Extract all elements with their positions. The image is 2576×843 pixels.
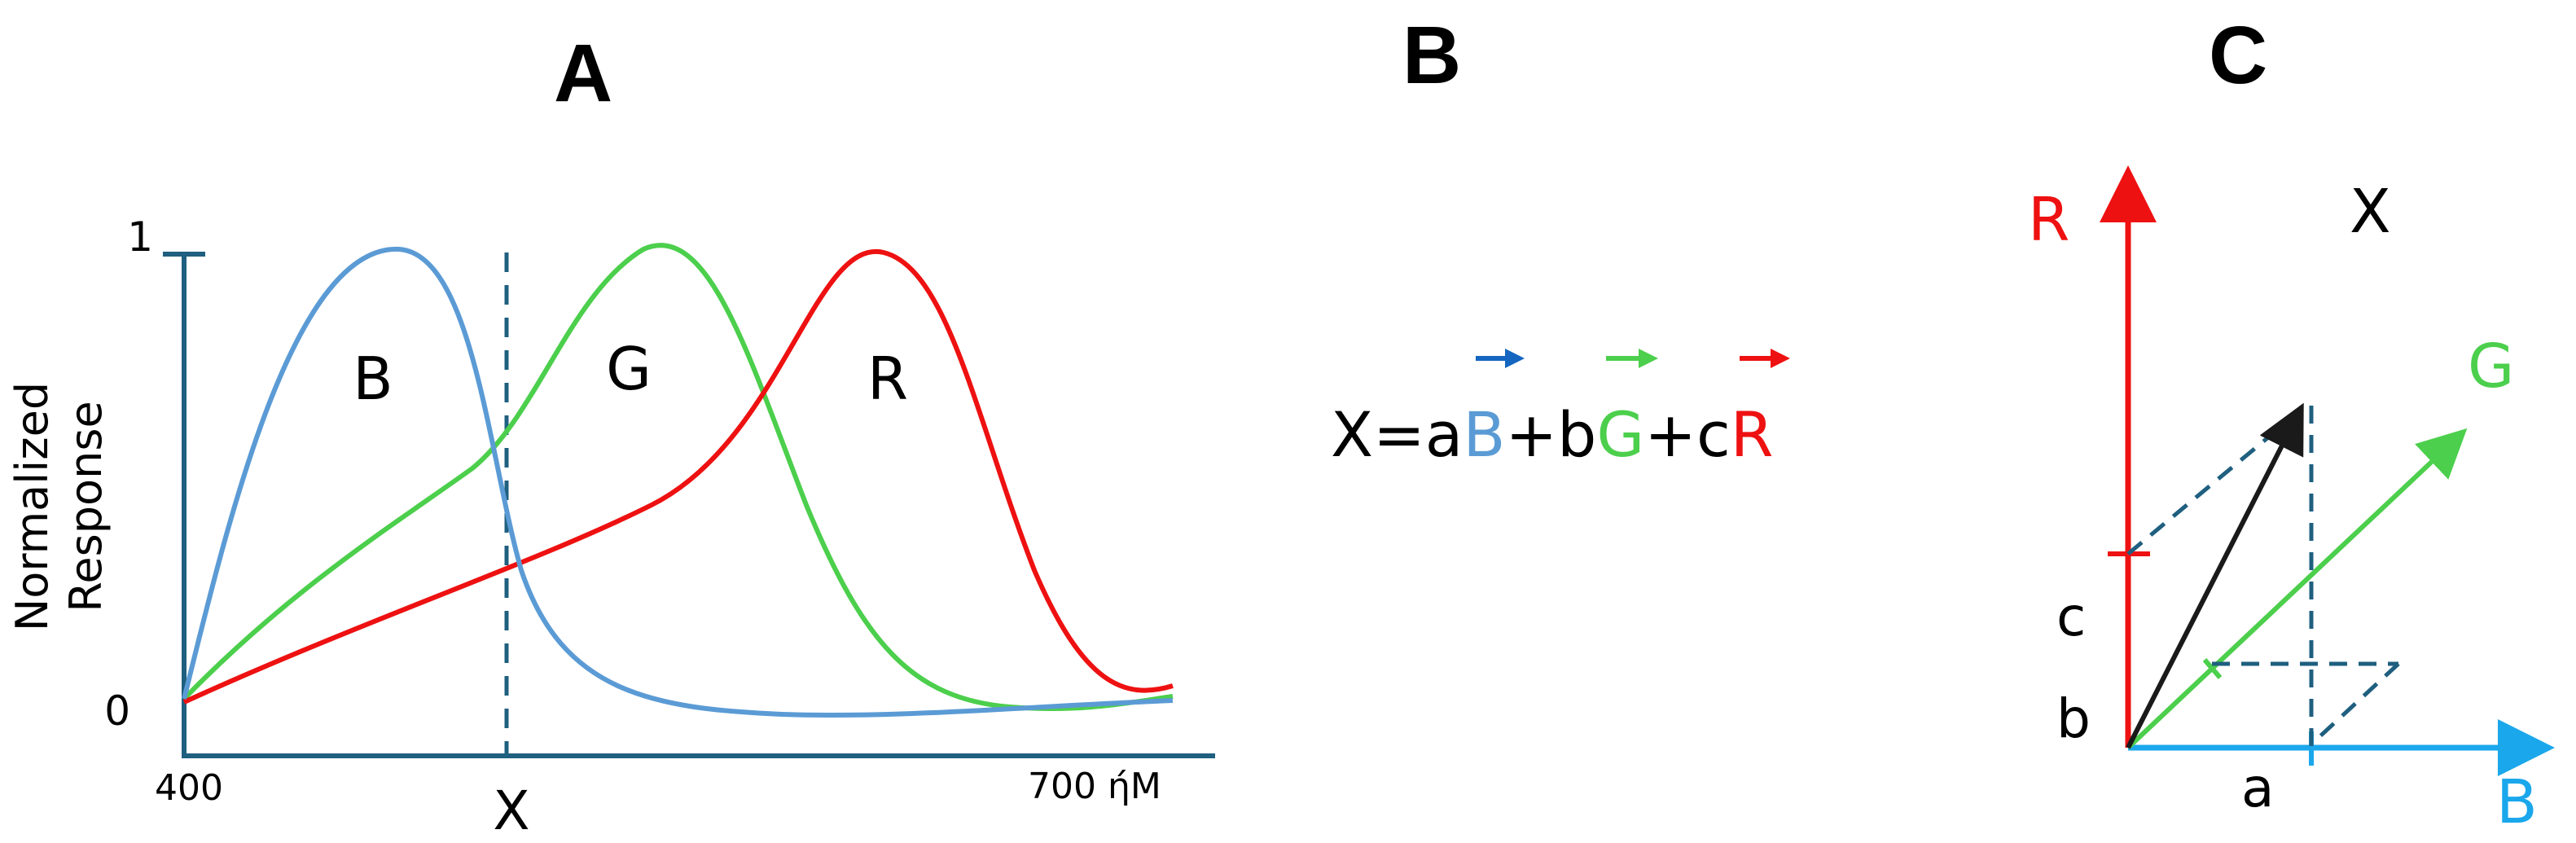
- vector-arrow-blue: [1476, 349, 1525, 368]
- coef-label-a: a: [2241, 757, 2274, 819]
- equation-green-symbol: G: [1596, 398, 1644, 471]
- vector-arrow-green: [1606, 349, 1658, 368]
- panel-a-title: A: [554, 28, 613, 119]
- x-marker-label: X: [493, 779, 529, 842]
- y-axis-title-line2: Response: [60, 401, 112, 612]
- panel-a-plot: 1 0 400 700 ήM X Normalized Response B G…: [7, 213, 1215, 842]
- curve-label-green: G: [606, 335, 652, 403]
- vector-arrow-red: [1740, 349, 1790, 368]
- equation-red-symbol: R: [1731, 398, 1774, 471]
- axis-label-b: B: [2496, 767, 2538, 837]
- b-tick-on-g-axis: [2202, 658, 2223, 679]
- coef-label-c: c: [2056, 586, 2086, 648]
- panel-b-title: B: [1402, 10, 1462, 101]
- red-response-curve: [182, 248, 1174, 705]
- equation: X=aB+bG+cR: [1331, 398, 1774, 471]
- panel-b-equation: X=aB+bG+cR: [1331, 349, 1790, 471]
- equation-plus-b: +b: [1505, 398, 1596, 471]
- dashed-c-to-x: [2126, 404, 2308, 555]
- x-tick-label-left: 400: [155, 767, 223, 809]
- resultant-vector-x: [2126, 402, 2304, 749]
- panel-c-title: C: [2209, 10, 2268, 101]
- axis-label-g: G: [2468, 331, 2514, 402]
- g-axis: [2126, 428, 2468, 750]
- coef-label-b: b: [2056, 687, 2091, 750]
- panel-c-vector-space: R G B X a b c: [2028, 165, 2555, 837]
- blue-response-curve: [182, 246, 1174, 718]
- equation-blue-symbol: B: [1463, 398, 1505, 471]
- y-tick-label-top: 1: [127, 213, 153, 261]
- y-tick-label-bottom: 0: [104, 687, 130, 735]
- dashed-diagonal-to-a: [2311, 662, 2400, 744]
- equation-lhs: X=a: [1331, 398, 1463, 471]
- vector-label-x: X: [2350, 177, 2391, 247]
- x-tick-label-right: 700 ήM: [1028, 766, 1161, 807]
- curve-label-blue: B: [353, 345, 393, 413]
- y-axis-title-line1: Normalized: [7, 382, 58, 631]
- equation-plus-c: +c: [1644, 398, 1730, 471]
- axis-label-r: R: [2028, 185, 2069, 255]
- curve-label-red: R: [867, 345, 908, 413]
